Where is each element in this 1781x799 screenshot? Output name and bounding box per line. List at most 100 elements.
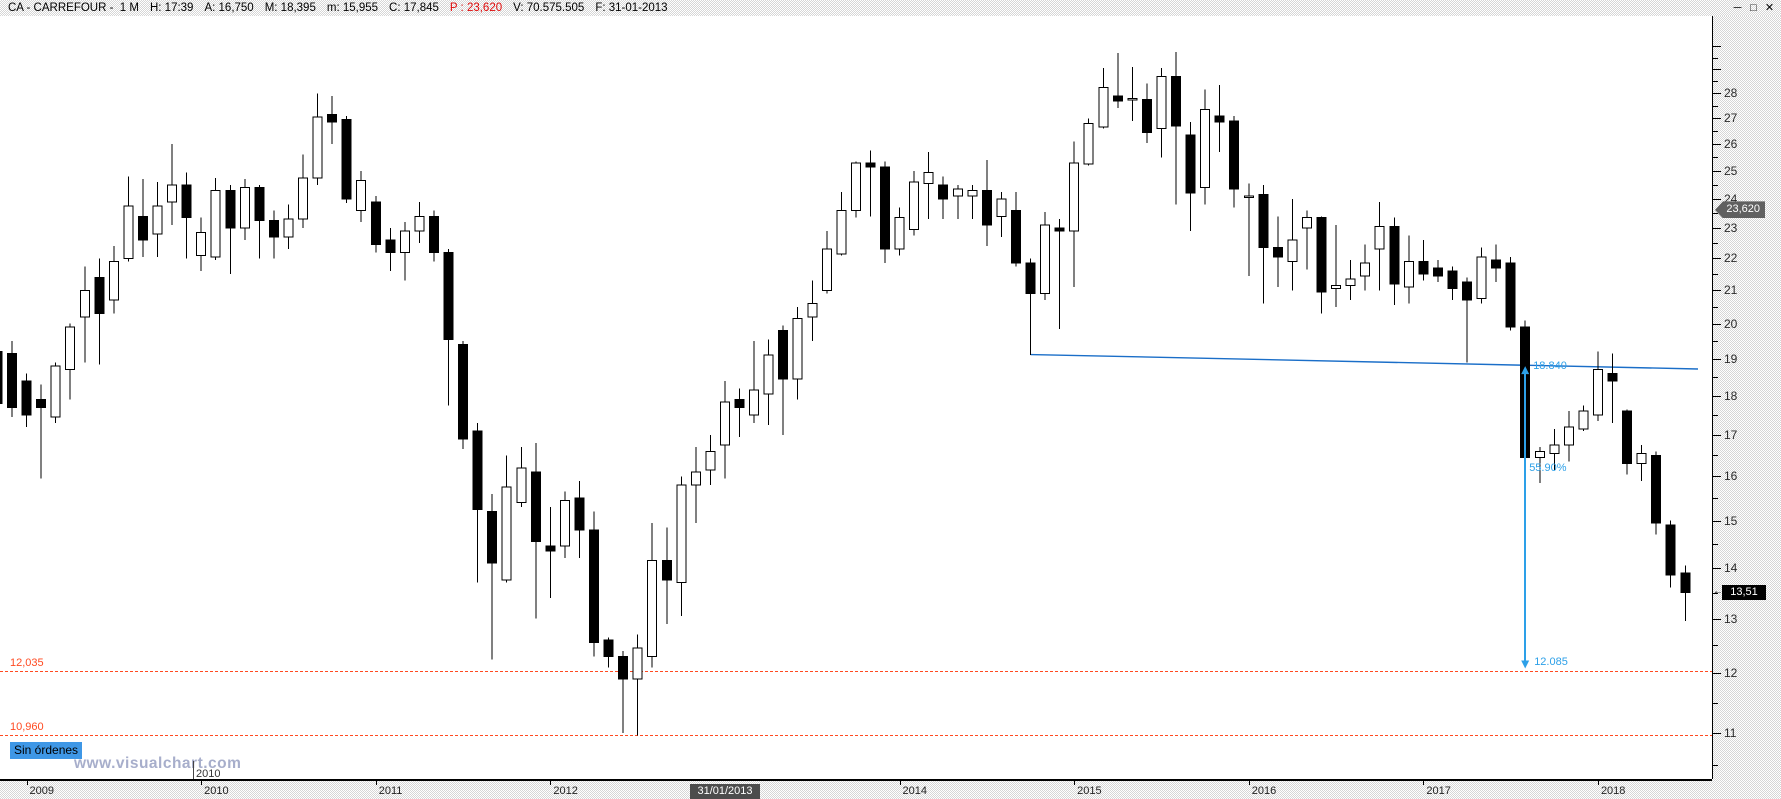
year-tick xyxy=(201,781,203,785)
price-tick xyxy=(1713,306,1718,308)
candle xyxy=(108,246,119,314)
inner-axis-clipped-year-label: 2010 xyxy=(196,768,221,779)
candle xyxy=(559,491,570,559)
candle-body xyxy=(1127,97,1138,101)
candle-body xyxy=(370,201,381,246)
candle-body xyxy=(152,205,163,235)
time-axis[interactable]: 2009 2010 2011 2012 2014 2015 2016 2017 2018 31/0… xyxy=(0,779,1712,799)
candle-body xyxy=(705,450,716,471)
candle-body xyxy=(1069,162,1080,232)
candle-body xyxy=(312,116,323,179)
candle-body xyxy=(778,330,789,380)
candle xyxy=(1185,122,1196,232)
candle-body xyxy=(676,484,687,584)
candle xyxy=(225,184,236,275)
candle xyxy=(298,154,308,229)
candle-body xyxy=(1316,217,1327,293)
candle xyxy=(1040,211,1051,301)
candle-body xyxy=(807,302,818,318)
window-maximize-button[interactable]: □ xyxy=(1750,1,1757,14)
candle xyxy=(1243,183,1254,276)
candle xyxy=(967,184,978,220)
visualchart-watermark: www.visualchart.com xyxy=(74,755,242,772)
year-tick xyxy=(550,781,552,785)
candle-body xyxy=(414,215,425,232)
price-tick xyxy=(1713,157,1718,159)
candle xyxy=(1156,68,1167,158)
candle xyxy=(530,443,541,619)
candle xyxy=(1331,225,1342,307)
no-orders-button[interactable]: Sin órdenes xyxy=(10,742,83,759)
candle-body xyxy=(356,180,367,211)
price-axis[interactable]: 28 27 26 25 24 23 22 21 20 19 18 17 16 15 14 13 12 11 23,6… xyxy=(1712,16,1781,779)
candle xyxy=(603,637,614,668)
measure-down-arrow-icon xyxy=(1521,660,1530,669)
candle xyxy=(661,527,672,624)
candle-body xyxy=(1040,224,1051,295)
price-tick xyxy=(1713,592,1718,594)
trendline[interactable] xyxy=(1030,353,1699,370)
candle-body xyxy=(981,189,992,226)
candle-body xyxy=(1432,267,1443,277)
candle-body xyxy=(1054,227,1065,232)
year-label: 2018 xyxy=(1600,785,1626,797)
candle xyxy=(894,207,905,256)
year-tick xyxy=(1423,781,1425,785)
price-tick-label: 19 xyxy=(1724,351,1738,366)
price-tick xyxy=(1713,645,1718,647)
candle xyxy=(705,434,716,486)
measure-tool[interactable] xyxy=(1521,366,1530,669)
price-tick xyxy=(1713,69,1721,71)
candle xyxy=(1534,447,1545,483)
candlestick-svg xyxy=(0,51,1712,736)
chart-plot-area[interactable]: www.visualchart.com Sin órdenes 12,035 10… xyxy=(0,16,1712,779)
candle xyxy=(21,373,32,427)
candle xyxy=(516,447,527,508)
candle-body xyxy=(108,261,119,301)
candle-body xyxy=(574,497,585,531)
window-minimize-button[interactable]: ─ xyxy=(1733,1,1742,14)
candle xyxy=(996,191,1007,238)
candle-body xyxy=(1301,217,1312,229)
candle xyxy=(1258,184,1269,304)
candle xyxy=(792,306,803,400)
candle xyxy=(1476,247,1487,304)
price-tick xyxy=(1713,476,1721,478)
candle xyxy=(865,150,876,217)
year-label: 2012 xyxy=(553,785,578,797)
window-close-button[interactable]: ✕ xyxy=(1764,1,1775,14)
title-date: F: 31-01-2013 xyxy=(595,2,668,14)
candle-body xyxy=(1563,426,1574,446)
price-tick-label: 22 xyxy=(1724,251,1738,266)
candle-body xyxy=(1010,209,1021,264)
price-tick-label: 17 xyxy=(1724,427,1738,442)
candle-body xyxy=(7,352,17,408)
candle-body xyxy=(501,486,512,581)
price-tick xyxy=(1713,323,1721,325)
price-tick xyxy=(1713,198,1721,200)
price-tick xyxy=(1713,567,1721,569)
candle xyxy=(836,191,847,256)
year-label: 2014 xyxy=(902,785,928,797)
candle xyxy=(632,634,643,736)
candle-body xyxy=(952,188,963,197)
candle-body xyxy=(94,276,105,315)
candle xyxy=(1112,53,1123,109)
candle xyxy=(210,177,221,261)
title-volume: V: 70.575.505 xyxy=(513,2,585,14)
candle xyxy=(50,362,61,423)
candle xyxy=(1025,258,1036,356)
candle-body xyxy=(647,560,658,657)
candle-body xyxy=(50,365,61,418)
candle xyxy=(458,341,469,450)
price-tick xyxy=(1713,93,1721,95)
candle-body xyxy=(865,162,876,168)
price-tick-label: 23 xyxy=(1724,221,1738,236)
price-tick xyxy=(1713,105,1718,107)
candle xyxy=(239,179,250,241)
price-tick xyxy=(1713,131,1718,133)
candle xyxy=(763,339,774,425)
price-tick xyxy=(1713,341,1718,343)
candle-body xyxy=(1636,452,1647,465)
price-tick xyxy=(1713,543,1718,545)
